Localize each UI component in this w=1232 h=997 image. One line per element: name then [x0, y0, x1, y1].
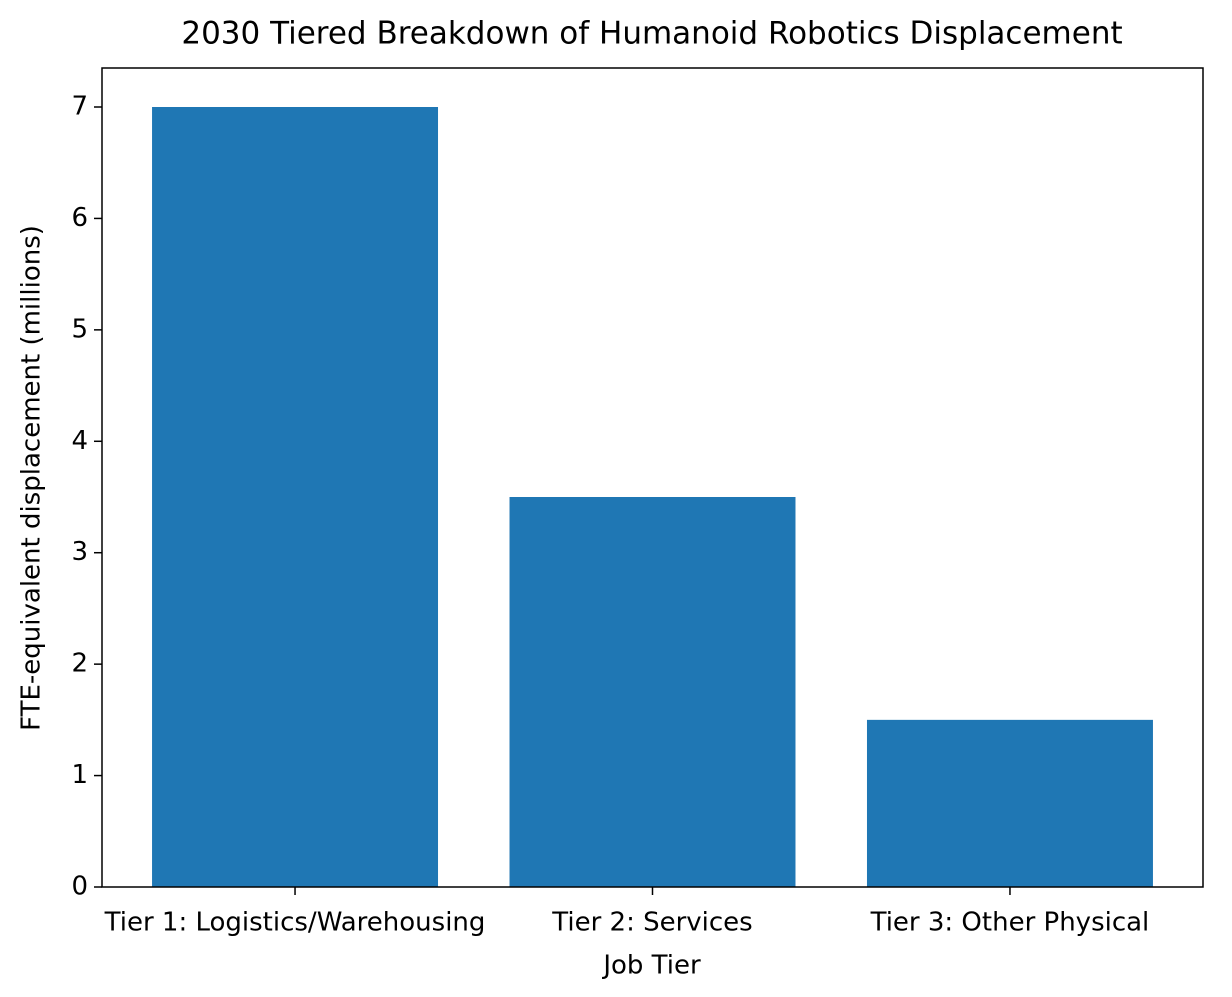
plot-frame: [101, 67, 1204, 888]
y-tick-label: 3: [71, 537, 88, 567]
bar: [866, 719, 1153, 887]
y-tick-label: 7: [71, 92, 88, 122]
y-tick-label: 6: [71, 203, 88, 233]
y-axis-label: FTE-equivalent displacement (millions): [17, 225, 47, 731]
x-tick-label: Tier 1: Logistics/Warehousing: [104, 908, 486, 938]
x-axis-label: Job Tier: [601, 951, 701, 981]
x-tick-label: Tier 3: Other Physical: [870, 908, 1150, 938]
bar: [152, 107, 439, 887]
bar: [509, 497, 796, 887]
chart-title: 2030 Tiered Breakdown of Humanoid Roboti…: [181, 16, 1122, 52]
y-tick-label: 2: [71, 649, 88, 679]
y-tick-label: 1: [71, 760, 88, 790]
x-tick-label: Tier 2: Services: [551, 908, 752, 938]
y-tick-label: 5: [71, 314, 88, 344]
y-tick-label: 0: [71, 872, 88, 902]
y-tick-label: 4: [71, 426, 88, 456]
